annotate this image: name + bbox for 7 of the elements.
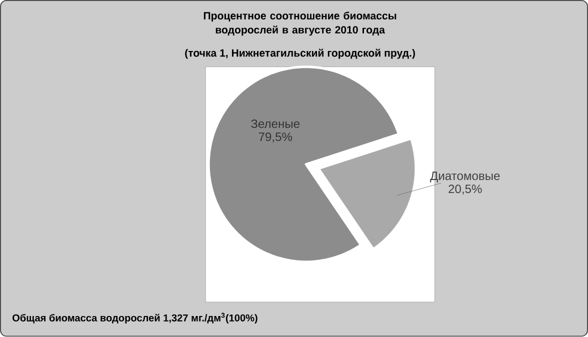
chart-subtitle: (точка 1, Нижнетагильский городской пруд.) — [185, 48, 415, 59]
slice-label: Зеленые — [251, 120, 300, 128]
data-label: 79,5% — [258, 132, 292, 143]
slice-label: Диатомовые — [430, 172, 500, 183]
data-label: 20,5% — [448, 184, 482, 195]
text: Общая биомасса водорослей 1,327 мг./дм$^{3}$(100%) — [12, 312, 258, 324]
chart-title: Процентное соотношение биомассы водорослей в августе 2010 года — [204, 12, 396, 36]
